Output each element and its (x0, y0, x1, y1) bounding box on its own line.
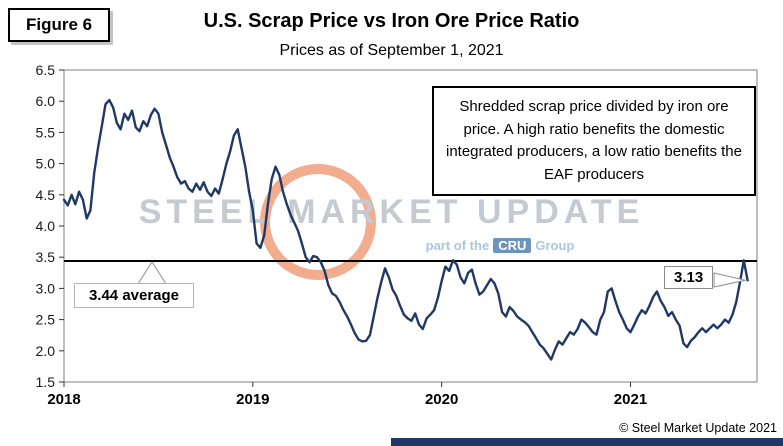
svg-text:3.0: 3.0 (36, 280, 56, 296)
svg-text:6.5: 6.5 (36, 62, 56, 78)
svg-text:2021: 2021 (614, 391, 647, 408)
watermark-tagline: part of the CRU Group (360, 238, 640, 253)
svg-text:2.0: 2.0 (36, 343, 56, 359)
footer-bar (391, 438, 783, 446)
chart-subtitle: Prices as of September 1, 2021 (279, 42, 504, 59)
watermark-tagline-post: Group (535, 238, 575, 253)
svg-text:6.0: 6.0 (36, 93, 56, 109)
svg-text:5.0: 5.0 (36, 156, 56, 172)
chart-title: U.S. Scrap Price vs Iron Ore Price Ratio (203, 10, 580, 32)
svg-text:2020: 2020 (425, 391, 458, 408)
svg-text:2019: 2019 (236, 391, 269, 408)
watermark-text: STEEL MARKET UPDATE (138, 193, 645, 231)
price-ratio-chart: 1.5 2.0 2.5 3.0 3.5 4.0 4.5 5.0 5.5 6.0 6.5 2018 201… (36, 62, 758, 408)
average-callout-pointer (137, 260, 167, 285)
average-callout: 3.44 average (74, 283, 194, 308)
svg-text:4.5: 4.5 (36, 187, 56, 203)
copyright-text: © Steel Market Update 2021 (619, 421, 777, 435)
svg-text:2018: 2018 (47, 391, 80, 408)
last-value-callout-pointer (713, 272, 746, 288)
explanation-box: Shredded scrap price divided by iron ore… (432, 86, 756, 196)
svg-text:3.5: 3.5 (36, 249, 56, 265)
svg-text:1.5: 1.5 (36, 374, 56, 390)
watermark-tagline-pre: part of the (425, 238, 490, 253)
cru-logo-badge: CRU (493, 238, 532, 253)
svg-text:4.0: 4.0 (36, 218, 56, 234)
svg-text:5.5: 5.5 (36, 124, 56, 140)
svg-text:2.5: 2.5 (36, 312, 56, 328)
figure-label: Figure 6 (8, 8, 111, 42)
last-value-callout: 3.13 (664, 266, 714, 289)
series-line (62, 98, 749, 361)
